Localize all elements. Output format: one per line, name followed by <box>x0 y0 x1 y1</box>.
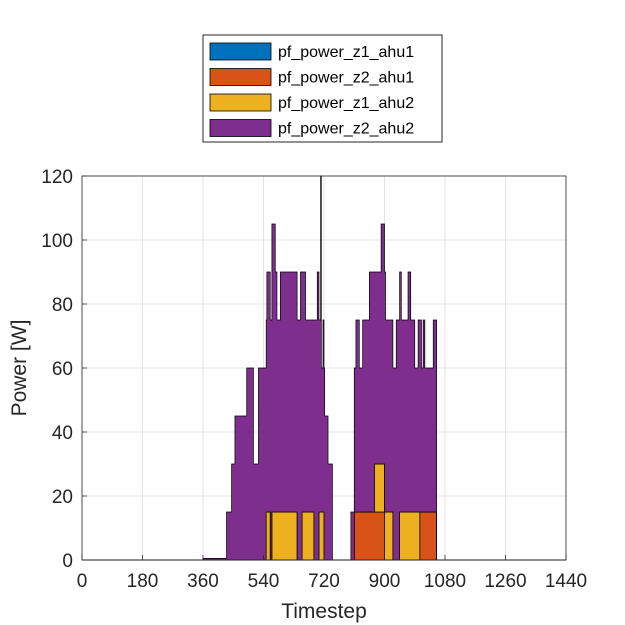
y-axis-title: Power [W] <box>8 320 31 417</box>
y-axis-ticks: 0 20 40 60 80 100 120 <box>41 167 87 572</box>
x-axis-title: Timestep <box>281 600 367 623</box>
legend-label: pf_power_z1_ahu1 <box>278 44 414 61</box>
x-tick-label: 720 <box>308 571 340 592</box>
legend-swatch <box>209 42 272 61</box>
x-tick-label: 900 <box>369 571 401 592</box>
legend: pf_power_z1_ahu1 pf_power_z2_ahu1 pf_power… <box>202 34 443 143</box>
x-tick-label: 540 <box>248 571 280 592</box>
x-tick-label: 0 <box>77 571 88 592</box>
y-tick-label: 40 <box>52 423 73 444</box>
area-pf-power-z2-ahu2 <box>82 175 566 561</box>
y-tick-label: 20 <box>52 487 73 508</box>
y-tick-label: 0 <box>62 551 73 572</box>
legend-swatch <box>209 68 272 86</box>
y-tick-label: 100 <box>41 231 73 252</box>
legend-swatch <box>209 119 272 137</box>
legend-label: pf_power_z2_ahu2 <box>278 121 414 138</box>
x-tick-label: 1440 <box>545 571 587 592</box>
x-tick-label: 180 <box>127 571 159 592</box>
y-tick-label: 60 <box>52 359 73 380</box>
x-tick-label: 1260 <box>484 571 526 592</box>
x-tick-label: 360 <box>187 571 219 592</box>
x-axis-ticks: 0 180 360 540 720 900 1080 1260 1440 <box>77 555 587 592</box>
y-tick-label: 80 <box>52 295 73 316</box>
legend-label: pf_power_z2_ahu1 <box>278 70 414 87</box>
legend-label: pf_power_z1_ahu2 <box>278 95 414 112</box>
x-tick-label: 1080 <box>424 571 466 592</box>
legend-swatch <box>209 93 272 112</box>
y-tick-label: 120 <box>41 167 73 188</box>
